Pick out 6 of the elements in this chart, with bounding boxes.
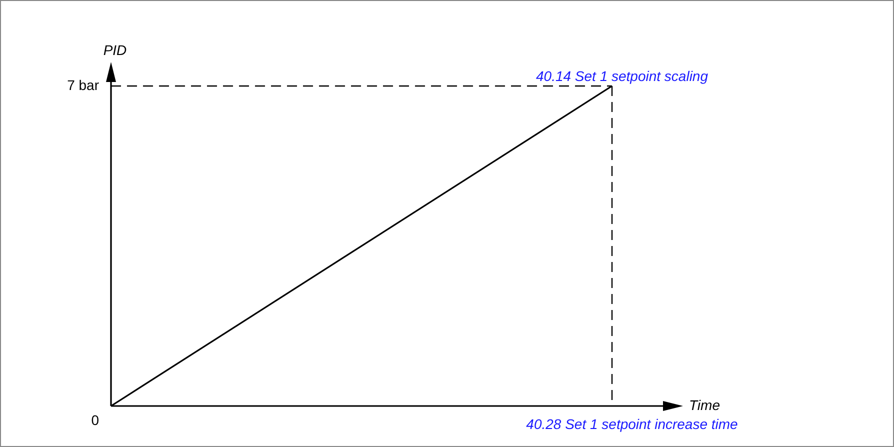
annotation: 7 bar (67, 76, 100, 93)
ref-line-label: 40.14 Set 1 setpoint scaling (536, 68, 708, 84)
text: 0 (91, 412, 100, 428)
x-axis-title: Time (689, 396, 720, 413)
text: 40.28 Set 1 setpoint increase time (526, 416, 738, 432)
y-axis-title: PID (103, 42, 127, 58)
